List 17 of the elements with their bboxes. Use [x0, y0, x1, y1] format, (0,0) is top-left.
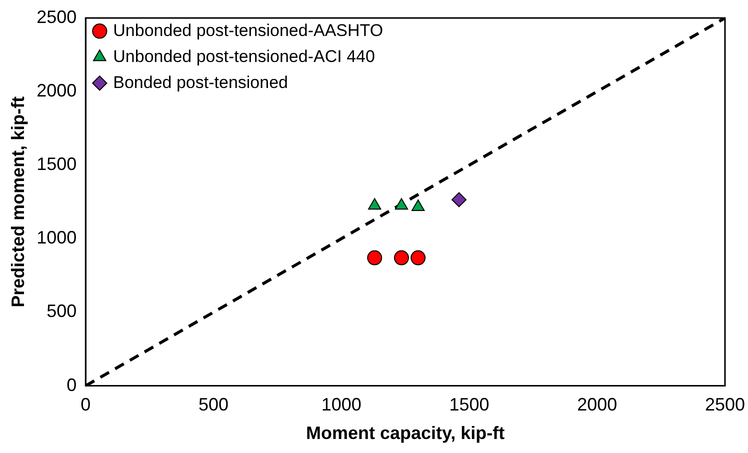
x-tick-label: 500	[198, 394, 229, 415]
y-tick-label: 500	[46, 301, 77, 322]
x-tick-label: 2500	[704, 394, 745, 415]
y-tick-label: 2500	[36, 6, 77, 27]
x-tick-label: 1500	[449, 394, 490, 415]
legend-label: Bonded post-tensioned	[113, 72, 288, 92]
legend-label: Unbonded post-tensioned-ACI 440	[113, 46, 375, 66]
y-tick-label: 1000	[36, 228, 77, 248]
y-tick-label: 1500	[36, 154, 77, 174]
x-tick-label: 1000	[321, 394, 362, 415]
legend-label: Unbonded post-tensioned-AASHTO	[113, 20, 384, 40]
y-tick-label: 2000	[36, 80, 77, 101]
x-tick-label: 2000	[577, 394, 618, 415]
x-axis-title: Moment capacity, kip-ft	[306, 423, 505, 444]
x-tick-label: 0	[80, 394, 91, 415]
y-tick-label: 0	[66, 374, 77, 395]
y-axis-title: Predicted moment, kip-ft	[8, 96, 28, 308]
